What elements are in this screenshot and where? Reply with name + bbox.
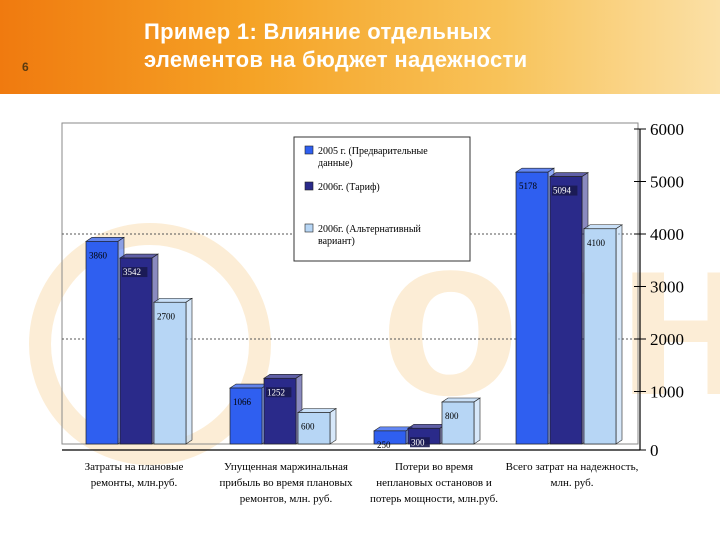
plot-area bbox=[61, 122, 639, 445]
legend-swatch-1 bbox=[304, 181, 314, 191]
y-tick-label-2: 2000 bbox=[650, 330, 684, 349]
x-category-label-2-2: потерь мощности, млн.руб. bbox=[370, 493, 498, 505]
bar-3-0 bbox=[515, 171, 549, 445]
bar-top-3-2 bbox=[583, 224, 623, 230]
legend: 2005 г. (Предварительные данные) 2006г. (Т… bbox=[293, 136, 471, 262]
bar-0-0 bbox=[85, 241, 119, 445]
x-category-label-3-0: Всего затрат на надежность, bbox=[506, 461, 639, 473]
title-line-2: элементов на бюджет надежности bbox=[144, 47, 528, 72]
legend-label-0-line-2: данные) bbox=[318, 158, 353, 169]
data-label-2-1: 300 bbox=[411, 437, 425, 447]
x-category-label-2-0: Потери во время bbox=[395, 461, 473, 473]
bar-top-3-1 bbox=[549, 172, 589, 177]
bar-1-2 bbox=[297, 412, 331, 445]
data-label-bg-2-1 bbox=[410, 437, 430, 448]
legend-swatch-2 bbox=[304, 223, 314, 233]
bar-top-1-1 bbox=[263, 373, 303, 379]
legend-swatch-0 bbox=[304, 145, 314, 155]
bar-top-1-0 bbox=[229, 383, 269, 389]
legend-label-0: 2005 г. (Предварительные данные) bbox=[318, 146, 428, 169]
x-category-label-2-1: неплановых остановов и bbox=[376, 477, 492, 489]
bar-2-0 bbox=[373, 430, 407, 445]
data-label-1-1: 1252 bbox=[267, 387, 285, 397]
bar-side-3-2 bbox=[615, 224, 623, 445]
data-label-2-0: 250 bbox=[377, 440, 391, 450]
x-category-label-3-1: млн. руб. bbox=[551, 477, 594, 489]
data-label-0-0: 3860 bbox=[89, 250, 108, 260]
legend-label-1: 2006г. (Тариф) bbox=[318, 182, 380, 193]
bar-0-2 bbox=[153, 301, 187, 445]
legend-label-2-line-2: вариант) bbox=[318, 236, 355, 247]
legend-box bbox=[293, 136, 471, 262]
slide-title: Пример 1: Влияние отдельных элементов на… bbox=[144, 18, 704, 74]
data-label-3-1: 5094 bbox=[553, 186, 572, 196]
data-label-bg-1-1 bbox=[266, 387, 292, 398]
bar-side-0-2 bbox=[185, 297, 193, 445]
bar-0-1 bbox=[119, 257, 153, 445]
bar-top-0-0 bbox=[85, 237, 125, 242]
data-label-3-2: 4100 bbox=[587, 238, 606, 248]
title-line-1: Пример 1: Влияние отдельных bbox=[144, 19, 492, 44]
x-category-label-0-1: ремонты, млн.руб. bbox=[91, 477, 178, 489]
data-label-2-2: 800 bbox=[445, 411, 459, 421]
bar-3-2 bbox=[583, 228, 617, 445]
data-label-bg-0-1 bbox=[122, 267, 148, 278]
bar-top-2-1 bbox=[407, 423, 447, 429]
x-category-label-0-0: Затраты на плановые bbox=[85, 461, 184, 473]
bar-top-1-2 bbox=[297, 408, 337, 413]
legend-label-2-line-1: 2006г. (Альтернативный bbox=[318, 224, 422, 235]
bar-side-2-2 bbox=[473, 397, 481, 445]
y-tick-label-0: 0 bbox=[650, 441, 659, 460]
y-tick-label-4: 4000 bbox=[650, 225, 684, 244]
bar-3-1 bbox=[549, 176, 583, 445]
slide-number: 6 bbox=[22, 60, 29, 74]
legend-label-2: 2006г. (Альтернативный вариант) bbox=[318, 224, 422, 247]
bar-2-2 bbox=[441, 401, 475, 445]
x-category-label-1-2: ремонтов, млн. руб. bbox=[240, 493, 333, 505]
y-tick-label-6: 6000 bbox=[650, 120, 684, 139]
bar-top-3-0 bbox=[515, 167, 555, 173]
data-label-3-0: 5178 bbox=[519, 181, 538, 191]
title-bar bbox=[0, 0, 720, 94]
bar-1-0 bbox=[229, 387, 263, 445]
x-category-label-1-1: прибыль во время плановых bbox=[220, 477, 353, 489]
data-label-1-0: 1066 bbox=[233, 397, 252, 407]
y-tick-label-5: 5000 bbox=[650, 173, 684, 192]
y-tick-label-1: 1000 bbox=[650, 383, 684, 402]
data-label-0-2: 2700 bbox=[157, 311, 176, 321]
x-category-label-1-0: Упущенная маржинальная bbox=[224, 461, 348, 473]
bar-side-1-2 bbox=[329, 407, 337, 445]
data-label-bg-3-1 bbox=[552, 185, 578, 196]
y-tick-label-3: 3000 bbox=[650, 278, 684, 297]
data-label-0-1: 3542 bbox=[123, 267, 141, 277]
legend-label-0-line-1: 2005 г. (Предварительные bbox=[318, 146, 428, 157]
bar-top-2-2 bbox=[441, 397, 481, 403]
bar-top-0-1 bbox=[119, 253, 159, 259]
bar-chart: 3860 3542 2700 1066 1252 600 250 300 800 5178 5094… bbox=[61, 120, 684, 505]
data-label-1-2: 600 bbox=[301, 422, 315, 432]
bar-top-0-2 bbox=[153, 297, 193, 303]
bar-top-2-0 bbox=[373, 426, 413, 432]
